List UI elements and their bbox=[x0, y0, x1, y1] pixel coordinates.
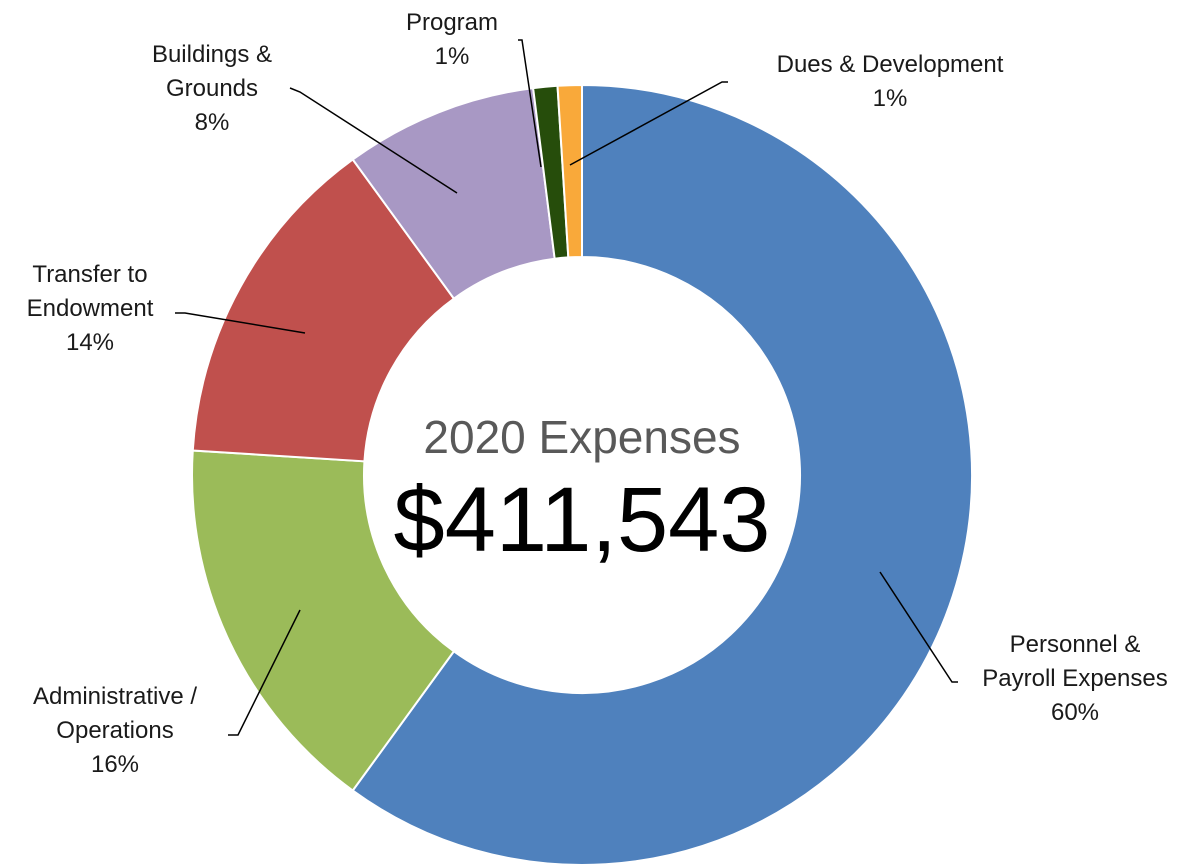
center-title: 2020 Expenses bbox=[423, 411, 741, 463]
slice-label: Dues & Development 1% bbox=[730, 48, 1050, 116]
slice-label: Program 1% bbox=[352, 6, 552, 74]
value-label: 1% bbox=[872, 85, 908, 112]
value-label: 8% bbox=[194, 109, 230, 136]
leader-line bbox=[289, 87, 458, 194]
category-label: Dues & Development bbox=[776, 51, 1004, 78]
leader-line bbox=[228, 609, 301, 736]
slice bbox=[191, 449, 456, 792]
value-label: 60% bbox=[1050, 699, 1100, 726]
category-label: Administrative / Operations bbox=[32, 683, 198, 744]
leader-line bbox=[175, 312, 306, 334]
category-label: Program bbox=[405, 9, 499, 36]
slice-label: Administrative / Operations 16% bbox=[10, 680, 220, 782]
value-label: 16% bbox=[90, 751, 140, 778]
category-label: Transfer to Endowment bbox=[26, 261, 154, 322]
category-label: Personnel & Payroll Expenses bbox=[982, 631, 1168, 692]
slice-label: Buildings & Grounds 8% bbox=[140, 38, 285, 140]
slice bbox=[351, 83, 973, 865]
value-label: 1% bbox=[434, 43, 470, 70]
slice-label: Personnel & Payroll Expenses 60% bbox=[970, 628, 1180, 730]
leader-line bbox=[518, 39, 542, 168]
category-label: Buildings & Grounds bbox=[151, 41, 273, 102]
leader-line bbox=[569, 81, 728, 166]
slice bbox=[191, 158, 456, 463]
slices bbox=[191, 83, 973, 865]
slice-label: Transfer to Endowment 14% bbox=[10, 258, 170, 360]
leader-line bbox=[879, 571, 958, 683]
slice bbox=[556, 83, 583, 259]
value-label: 14% bbox=[65, 329, 115, 356]
leader-lines bbox=[175, 39, 958, 736]
center-value: $411,543 bbox=[393, 469, 771, 571]
